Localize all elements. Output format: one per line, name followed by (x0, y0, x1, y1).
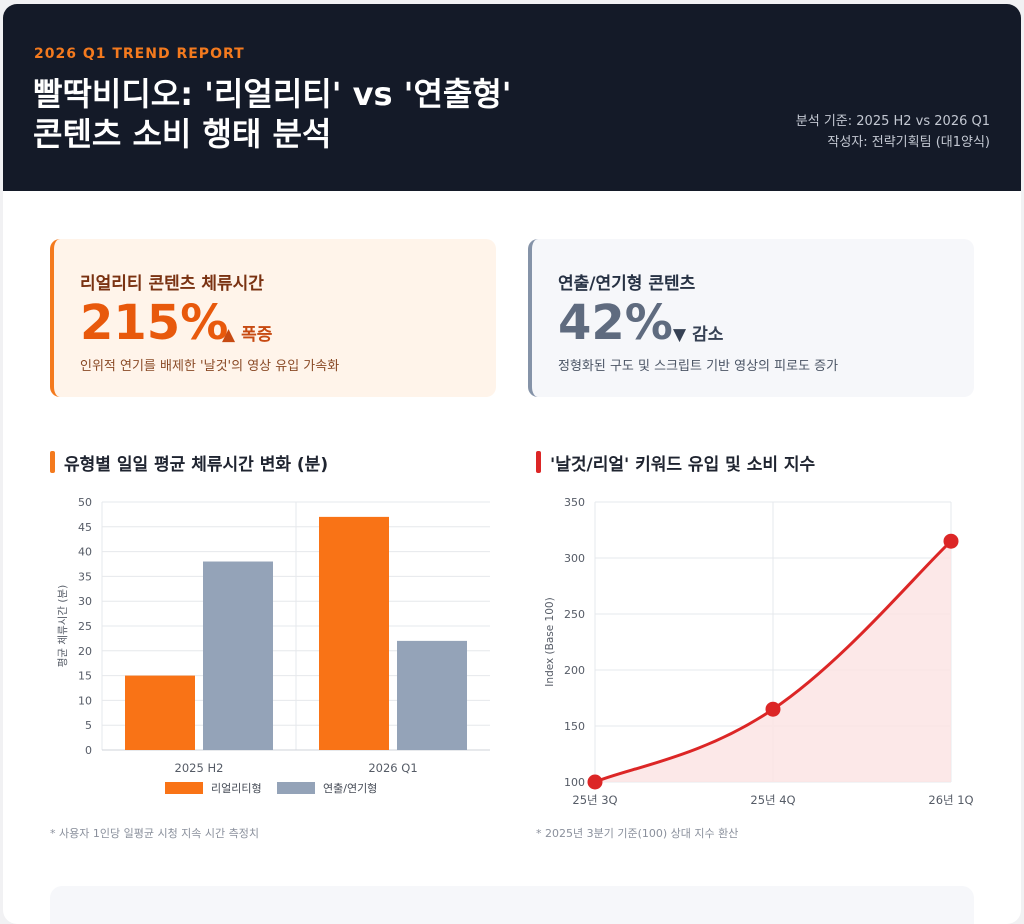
line-chart-footnote: * 2025년 3분기 기준(100) 상대 지수 환산 (536, 827, 739, 840)
kpi-label: 리얼리티 콘텐츠 체류시간 (80, 274, 264, 294)
report-title: 빨딱비디오: '리얼리티' vs '연출형' 콘텐츠 소비 행태 분석 (33, 74, 633, 154)
y-axis-label: Index (Base 100) (544, 597, 556, 686)
kpi-change-text: 폭증 (241, 325, 273, 345)
x-tick-label: 25년 4Q (750, 793, 795, 807)
bar (397, 640, 467, 750)
legend-label: 연출/연기형 (323, 782, 377, 795)
data-point (943, 533, 959, 549)
bar (125, 675, 195, 750)
y-tick-label: 200 (564, 664, 585, 677)
kpi-card-reality: 리얼리티 콘텐츠 체류시간 215% ▲ 폭증 인위적 연기를 배제한 '날것'의… (50, 239, 496, 397)
report-author: 작성자: 전략기획팀 (대1양식) (827, 135, 990, 150)
y-tick-label: 250 (564, 608, 585, 621)
line-chart-title: '날것/리얼' 키워드 유입 및 소비 지수 (536, 450, 815, 475)
y-tick-label: 25 (78, 620, 92, 633)
kpi-change: ▲ 폭증 (222, 320, 272, 345)
y-tick-label: 150 (564, 720, 585, 733)
y-tick-label: 350 (564, 496, 585, 509)
y-tick-label: 35 (78, 570, 92, 583)
data-point (587, 774, 603, 790)
bar-chart-footnote: * 사용자 1인당 일평균 시청 지속 시간 측정치 (50, 827, 260, 840)
x-tick-label: 26년 1Q (928, 793, 973, 807)
bar-chart: 0 5 10 15 20 25 30 35 40 45 50 2025 H2 2026 Q1 평균 체류시… (57, 496, 490, 795)
y-tick-label: 15 (78, 670, 92, 683)
bar-chart-title: 유형별 일일 평균 체류시간 변화 (분) (50, 450, 328, 475)
bar (319, 516, 389, 750)
y-tick-label: 40 (78, 546, 92, 559)
bottom-panel (50, 886, 974, 924)
report-title-line2: 콘텐츠 소비 행태 분석 (33, 115, 332, 153)
kpi-description: 인위적 연기를 배제한 '날것'의 영상 유입 가속화 (80, 359, 340, 374)
legend-swatch (165, 782, 203, 794)
kpi-card-staged: 연출/연기형 콘텐츠 42% ▼ 감소 정형화된 구도 및 스크립트 기반 영상의… (528, 239, 974, 397)
x-tick-label: 25년 3Q (572, 793, 617, 807)
report-meta: 분석 기준: 2025 H2 vs 2026 Q1 작성자: 전략기획팀 (대1… (796, 111, 990, 153)
kpi-description: 정형화된 구도 및 스크립트 기반 영상의 피로도 증가 (558, 359, 839, 374)
y-axis-label: 평균 체류시간 (분) (57, 585, 69, 668)
y-tick-label: 300 (564, 552, 585, 565)
report-eyebrow: 2026 Q1 TREND REPORT (34, 46, 245, 62)
area-fill (595, 541, 951, 782)
y-tick-label: 10 (78, 694, 92, 707)
bar (203, 561, 273, 750)
y-tick-label: 20 (78, 645, 92, 658)
y-tick-label: 30 (78, 595, 92, 608)
y-tick-label: 50 (78, 496, 92, 509)
kpi-change: ▼ 감소 (673, 320, 723, 345)
kpi-value: 215% (80, 295, 229, 351)
arrow-up-icon: ▲ (222, 325, 236, 345)
report-basis: 분석 기준: 2025 H2 vs 2026 Q1 (795, 114, 990, 129)
report-card: 2026 Q1 TREND REPORT 빨딱비디오: '리얼리티' vs '연… (3, 4, 1021, 924)
line-chart: 100 150 200 250 300 350 25년 3Q 25년 4Q 26년 1Q Inde… (544, 496, 974, 807)
arrow-down-icon: ▼ (673, 325, 687, 345)
kpi-value: 42% (558, 295, 673, 351)
report-title-line1: 빨딱비디오: '리얼리티' vs '연출형' (33, 75, 512, 113)
data-point (765, 701, 781, 717)
y-tick-label: 100 (564, 776, 585, 789)
report-header: 2026 Q1 TREND REPORT 빨딱비디오: '리얼리티' vs '연… (3, 4, 1021, 191)
legend-swatch (277, 782, 315, 794)
legend-label: 리얼리티형 (211, 781, 262, 795)
x-tick-label: 2026 Q1 (368, 761, 417, 775)
kpi-change-text: 감소 (692, 325, 724, 345)
kpi-label: 연출/연기형 콘텐츠 (558, 274, 696, 294)
y-tick-label: 0 (85, 744, 92, 757)
y-tick-label: 45 (78, 521, 92, 534)
y-tick-label: 5 (85, 719, 92, 732)
x-tick-label: 2025 H2 (175, 761, 224, 775)
